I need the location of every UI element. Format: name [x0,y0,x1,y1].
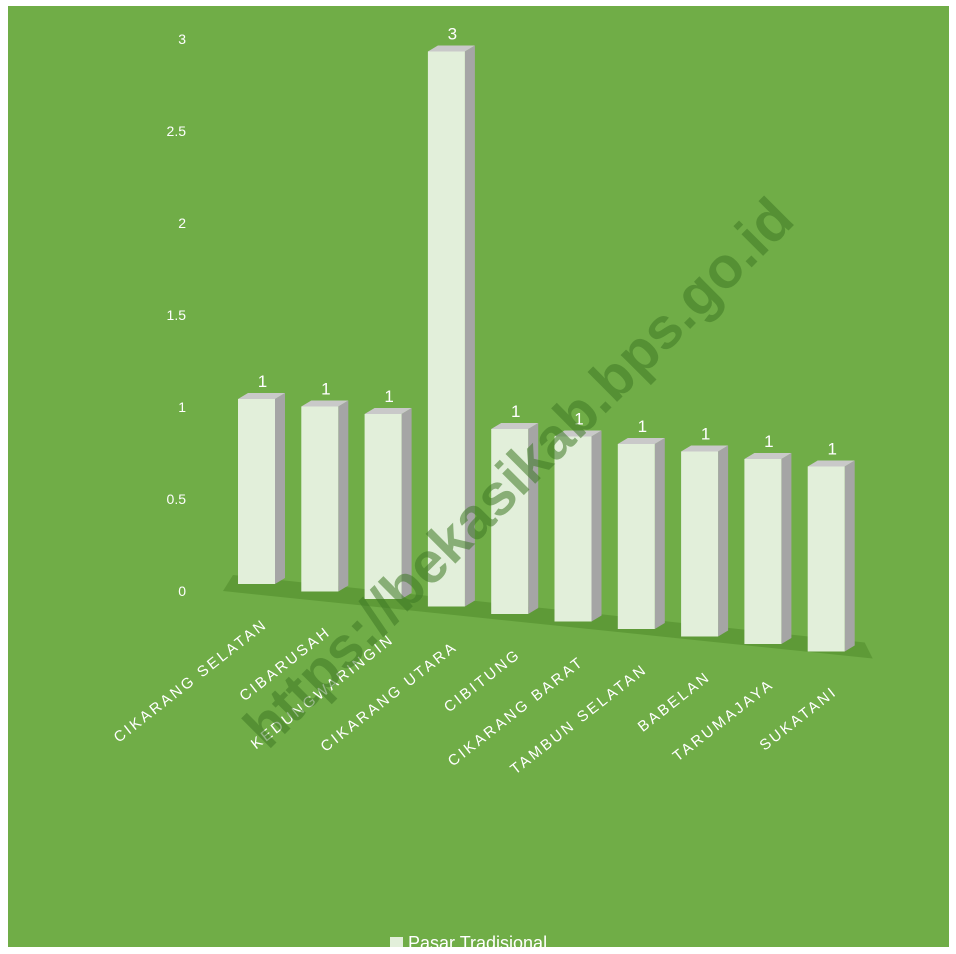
data-label: 1 [701,425,710,444]
legend-swatch [390,937,403,947]
bar-front-face [744,459,782,644]
bar [491,423,539,614]
y-tick-label: 2 [178,215,186,231]
bar-side-face [654,438,665,629]
data-label: 1 [638,417,647,436]
bar-top-face [364,408,412,414]
bar-front-face [238,399,275,584]
data-label: 1 [827,440,836,459]
bar-side-face [591,430,602,622]
bar [427,45,475,607]
bar-top-face [427,45,475,52]
bar [681,445,729,637]
bar-front-face [681,451,719,637]
legend: Pasar Tradisional [390,933,547,947]
bar [238,393,285,584]
bar-side-face [718,445,729,637]
bar [364,408,412,599]
bar-side-face [464,45,475,607]
bar-top-face [238,393,285,399]
legend-label: Pasar Tradisional [408,933,547,947]
bar-top-face [554,430,602,437]
bar-front-face [554,436,592,622]
bar-front-face [364,414,402,599]
bar-top-face [807,460,855,467]
data-label: 1 [574,410,583,429]
bar [301,400,349,592]
bar-side-face [401,408,412,599]
bar-side-face [844,460,855,652]
bar-top-face [681,445,729,452]
y-tick-label: 1 [178,399,186,415]
category-label: CIKARANG BARAT [445,653,588,770]
bar-top-face [491,423,539,429]
bar [617,438,665,629]
y-tick-label: 1.5 [167,307,187,323]
bar [744,453,792,644]
bar-front-face [807,466,845,652]
bar-side-face [528,423,539,614]
data-label: 1 [384,387,393,406]
bar-top-face [301,400,349,407]
data-label: 1 [511,402,520,421]
bar-side-face [338,400,349,592]
bar-top-face [617,438,665,444]
bar [807,460,855,652]
bar-front-face [301,406,339,592]
category-label: TAMBUN SELATAN [507,661,651,778]
bar [554,430,602,622]
data-label: 1 [764,432,773,451]
y-tick-label: 0 [178,583,186,599]
bar-front-face [491,429,529,614]
bar-front-face [427,51,465,607]
data-label: 1 [258,372,267,391]
bar-side-face [275,393,285,584]
data-label: 1 [321,380,330,399]
y-tick-label: 0.5 [167,491,187,507]
y-tick-label: 3 [178,31,186,47]
bar-chart-3d: 00.511.522.53 1 1 131 1 1 1 1 1 CIKARANG SELATA… [111,25,873,947]
bar-top-face [744,453,792,459]
bar-side-face [781,453,792,644]
bar-front-face [617,444,655,629]
y-tick-label: 2.5 [167,123,187,139]
data-label: 3 [448,25,457,44]
